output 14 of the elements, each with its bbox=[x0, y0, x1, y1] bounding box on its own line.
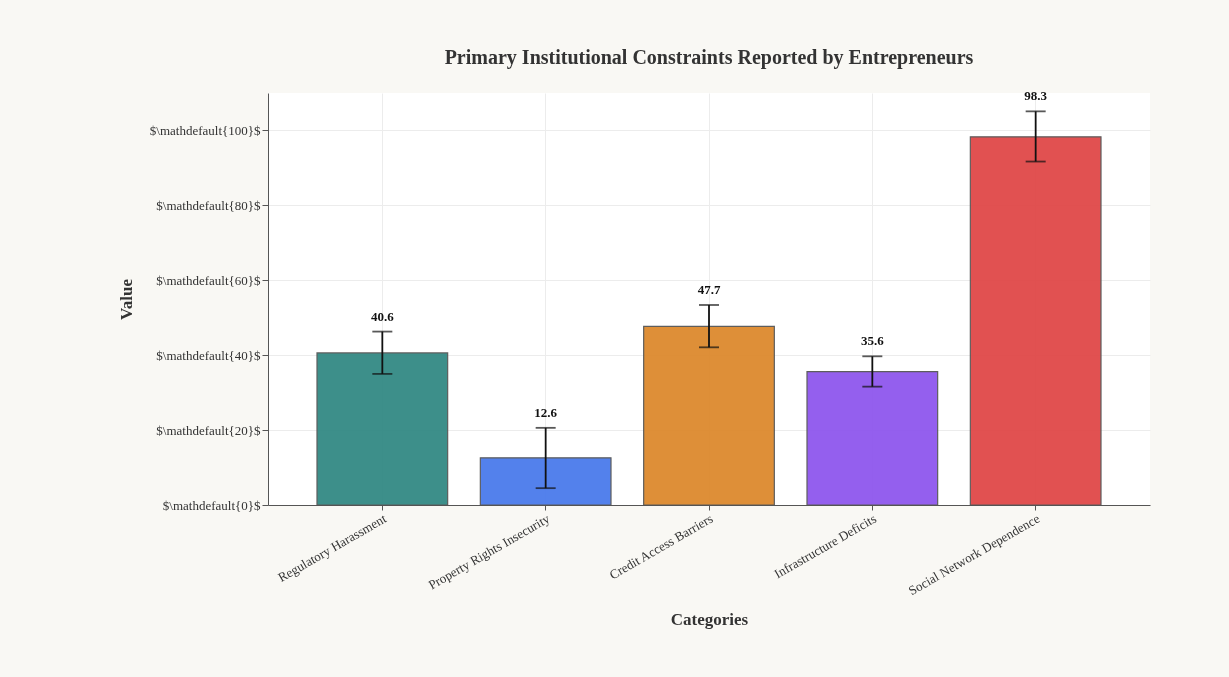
data-label: 12.6 bbox=[534, 404, 558, 420]
y-tick-label: $\mathdefault{80}$ bbox=[156, 197, 261, 213]
data-label: 98.3 bbox=[1024, 88, 1048, 104]
data-label: 35.6 bbox=[860, 333, 885, 349]
data-label: 47.7 bbox=[697, 281, 721, 297]
chart-title: Primary Institutional Constraints Reported by Entrepreneurs bbox=[444, 46, 974, 70]
y-tick-label: $\mathdefault{100}$ bbox=[149, 122, 261, 138]
y-tick-label: $\mathdefault{0}$ bbox=[162, 497, 261, 513]
y-tick-label: $\mathdefault{20}$ bbox=[156, 422, 261, 438]
y-tick-label: $\mathdefault{60}$ bbox=[156, 272, 261, 288]
y-tick-label: $\mathdefault{40}$ bbox=[156, 347, 261, 363]
data-label: 40.6 bbox=[370, 308, 395, 324]
x-axis-title: Categories bbox=[670, 610, 749, 630]
y-axis-title: Value bbox=[116, 278, 136, 320]
